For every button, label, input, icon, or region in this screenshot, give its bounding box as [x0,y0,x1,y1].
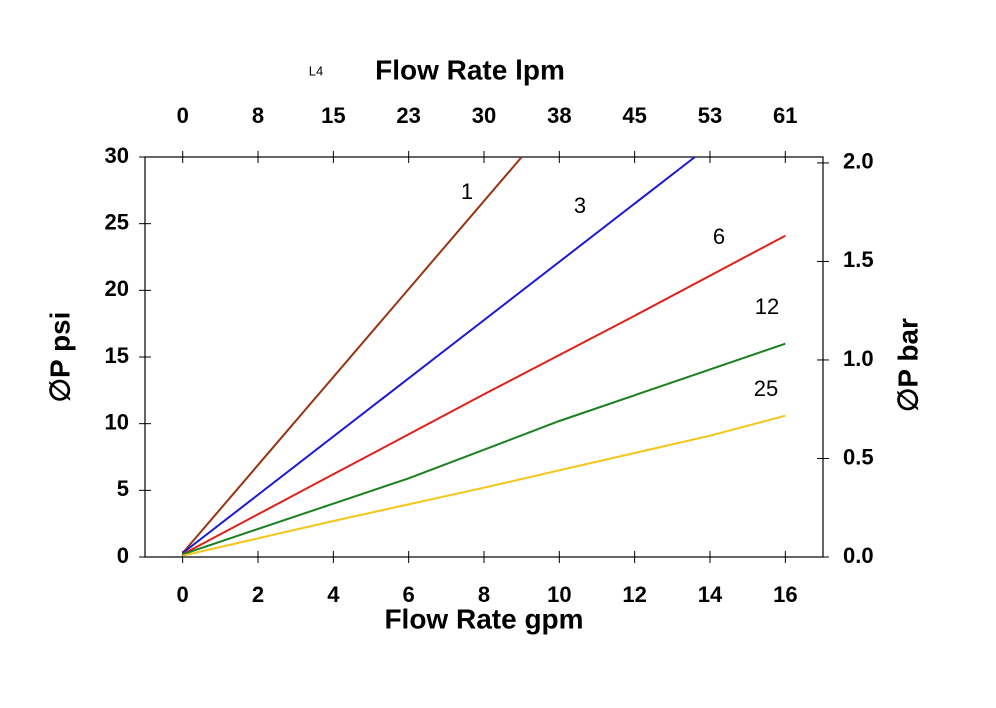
x2-tick-label: 38 [547,103,571,128]
y-tick-label: 15 [105,343,129,368]
x-tick-label: 6 [403,582,415,607]
y-tick-label: 10 [105,409,129,434]
series-line [182,414,786,557]
x-tick-label: 4 [327,582,340,607]
y-axis-title: ∅P psi [44,312,75,403]
x-tick-label: 2 [252,582,264,607]
x2-tick-label: 30 [472,103,496,128]
y-tick-label: 30 [105,143,129,168]
x-tick-label: 12 [622,582,646,607]
series-label: 1 [461,179,473,204]
y2-tick-label: 2.0 [843,149,874,174]
y2-tick-label: 0.5 [843,444,874,469]
series-label: 6 [713,224,725,249]
x-tick-label: 10 [547,582,571,607]
y-tick-label: 25 [105,209,129,234]
x2-tick-label: 15 [321,103,345,128]
series-line [182,342,786,556]
x-tick-label: 16 [773,582,797,607]
x2-tick-label: 23 [396,103,420,128]
note-label: L4 [309,63,323,78]
x-tick-label: 8 [478,582,490,607]
y2-tick-label: 1.5 [843,247,874,272]
series-label: 3 [574,193,586,218]
x2-tick-label: 61 [773,103,797,128]
y-tick-label: 5 [117,476,129,501]
x-tick-label: 14 [698,582,723,607]
y2-tick-label: 1.0 [843,346,874,371]
x2-tick-label: 45 [622,103,646,128]
series-label: 25 [754,376,778,401]
y2-axis-title: ∅P bar [892,318,923,412]
x2-axis-title: Flow Rate lpm [375,54,565,85]
y-tick-label: 0 [117,543,129,568]
series-line [181,156,523,554]
x-tick-label: 0 [177,582,189,607]
y-tick-label: 20 [105,276,129,301]
x-axis-title: Flow Rate gpm [384,603,583,634]
x2-tick-label: 8 [252,103,264,128]
series-line [182,156,696,554]
plot-frame [144,156,824,558]
series-label: 12 [755,294,779,319]
x2-tick-label: 0 [177,103,189,128]
x2-tick-label: 53 [698,103,722,128]
y2-tick-label: 0.0 [843,543,874,568]
series-line [182,234,786,556]
